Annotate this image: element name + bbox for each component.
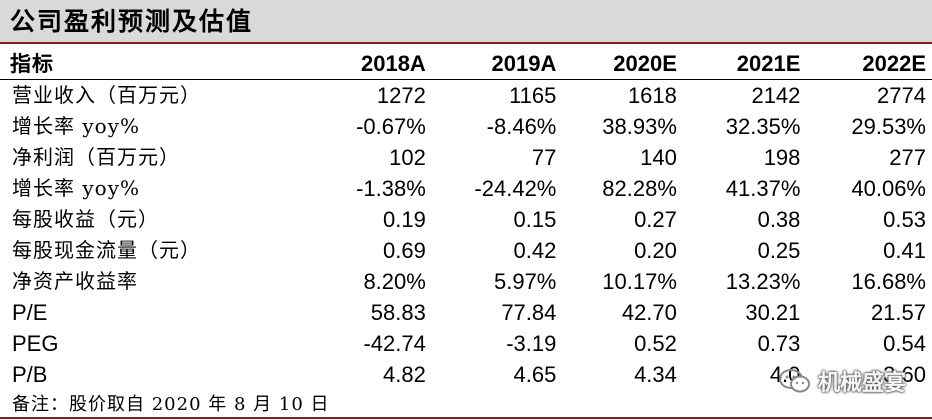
table-cell: 58.83 xyxy=(370,300,426,325)
row-label: 增长率 yoy% xyxy=(12,114,140,138)
table-cell: 8.20% xyxy=(363,269,426,294)
row-label: 营业收入（百万元） xyxy=(12,83,201,107)
row-label: 每股现金流量（元） xyxy=(12,238,201,262)
table-cell: 42.70 xyxy=(621,300,677,325)
table-cell: 5.97% xyxy=(493,269,557,294)
table-row: 净利润（百万元） 102 77 140 198 277 xyxy=(0,142,932,173)
table-cell: 0.15 xyxy=(513,207,557,232)
table-row: P/B 4.82 4.65 4.34 4.0 3.60 xyxy=(0,359,932,390)
table-cell: 0.27 xyxy=(634,207,677,232)
header-row: 指标 2018A 2019A 2020E 2021E 2022E xyxy=(0,48,932,80)
column-header: 2020E xyxy=(613,51,677,76)
table-cell: 0.19 xyxy=(383,207,426,232)
watermark-text: 机械盛宴 xyxy=(818,371,907,396)
table-row: 每股收益（元） 0.19 0.15 0.27 0.38 0.53 xyxy=(0,204,932,235)
table-row: 增长率 yoy% -1.38% -24.42% 82.28% 41.37% 40.06% xyxy=(0,173,932,204)
table-cell: 0.69 xyxy=(383,238,426,263)
table-cell: 82.28% xyxy=(602,176,677,201)
table-cell: 30.21 xyxy=(745,300,801,325)
footnote: 备注：股价取自 2020 年 8 月 10 日 xyxy=(12,394,330,415)
row-label: 净利润（百万元） xyxy=(12,145,180,169)
forecast-table: 指标 2018A 2019A 2020E 2021E 2022E 营业收入（百万… xyxy=(0,48,932,390)
table-cell: -8.46% xyxy=(486,114,557,139)
table-cell: 0.52 xyxy=(634,331,677,356)
table-row: 营业收入（百万元） 1272 1165 1618 2142 2774 xyxy=(0,80,932,112)
table-cell: 1165 xyxy=(509,83,557,108)
table-cell: 4.34 xyxy=(634,362,677,387)
table-cell: 38.93% xyxy=(602,114,677,139)
table-cell: -0.67% xyxy=(356,114,426,139)
table-title: 公司盈利预测及估值 xyxy=(10,7,254,36)
table-cell: 0.42 xyxy=(513,238,557,263)
table-cell: 77.84 xyxy=(501,300,557,325)
wechat-icon xyxy=(779,369,810,393)
table-cell: 32.35% xyxy=(725,114,801,139)
table-cell: 2774 xyxy=(877,83,926,108)
table-cell: 0.25 xyxy=(757,238,801,263)
table-cell: 29.53% xyxy=(851,114,926,139)
table-row: PEG -42.74 -3.19 0.52 0.73 0.54 xyxy=(0,328,932,359)
table-cell: -3.19 xyxy=(506,331,557,356)
row-label: P/B xyxy=(12,362,48,387)
table-cell: 1618 xyxy=(627,83,677,108)
table-cell: 4.65 xyxy=(513,362,557,387)
table-row: 净资产收益率 8.20% 5.97% 10.17% 13.23% 16.68% xyxy=(0,266,932,297)
watermark: 机械盛宴 xyxy=(778,366,906,396)
table-cell: 2142 xyxy=(751,83,801,108)
table-cell: -24.42% xyxy=(474,176,557,201)
table-cell: -42.74 xyxy=(363,331,426,356)
table-cell: 0.54 xyxy=(883,331,926,356)
table-cell: 0.20 xyxy=(634,238,677,263)
column-header: 指标 xyxy=(10,51,54,76)
table-cell: 16.68% xyxy=(851,269,926,294)
row-label: PEG xyxy=(12,331,59,356)
table-cell: 1272 xyxy=(376,83,426,108)
table-cell: 10.17% xyxy=(602,269,677,294)
row-label: P/E xyxy=(12,300,48,325)
row-label: 每股收益（元） xyxy=(12,207,159,231)
table-cell: 40.06% xyxy=(851,176,926,201)
table-row: 每股现金流量（元） 0.69 0.42 0.20 0.25 0.41 xyxy=(0,235,932,266)
table-cell: -1.38% xyxy=(356,176,426,201)
table-cell: 0.73 xyxy=(757,331,801,356)
table-cell: 198 xyxy=(763,145,801,170)
table-cell: 41.37% xyxy=(725,176,801,201)
table-cell: 4.82 xyxy=(383,362,426,387)
row-label: 增长率 yoy% xyxy=(12,176,140,200)
table-cell: 21.57 xyxy=(870,300,926,325)
column-header: 2019A xyxy=(491,51,557,76)
bottom-divider xyxy=(0,417,932,419)
row-label: 净资产收益率 xyxy=(12,269,138,293)
table-cell: 0.53 xyxy=(883,207,926,232)
table-cell: 102 xyxy=(389,145,426,170)
table-cell: 0.41 xyxy=(883,238,926,263)
title-bar: 公司盈利预测及估值 xyxy=(0,0,932,44)
table-cell: 0.38 xyxy=(757,207,801,232)
column-header: 2021E xyxy=(736,51,801,76)
column-header: 2022E xyxy=(862,51,926,76)
table-cell: 140 xyxy=(640,145,677,170)
column-header: 2018A xyxy=(360,51,426,76)
table-cell: 77 xyxy=(531,145,557,170)
table-row: P/E 58.83 77.84 42.70 30.21 21.57 xyxy=(0,297,932,328)
table-cell: 277 xyxy=(889,145,926,170)
table-cell: 13.23% xyxy=(725,269,801,294)
table-cell: 3.60 xyxy=(883,362,926,387)
table-row: 增长率 yoy% -0.67% -8.46% 38.93% 32.35% 29.53% xyxy=(0,111,932,142)
